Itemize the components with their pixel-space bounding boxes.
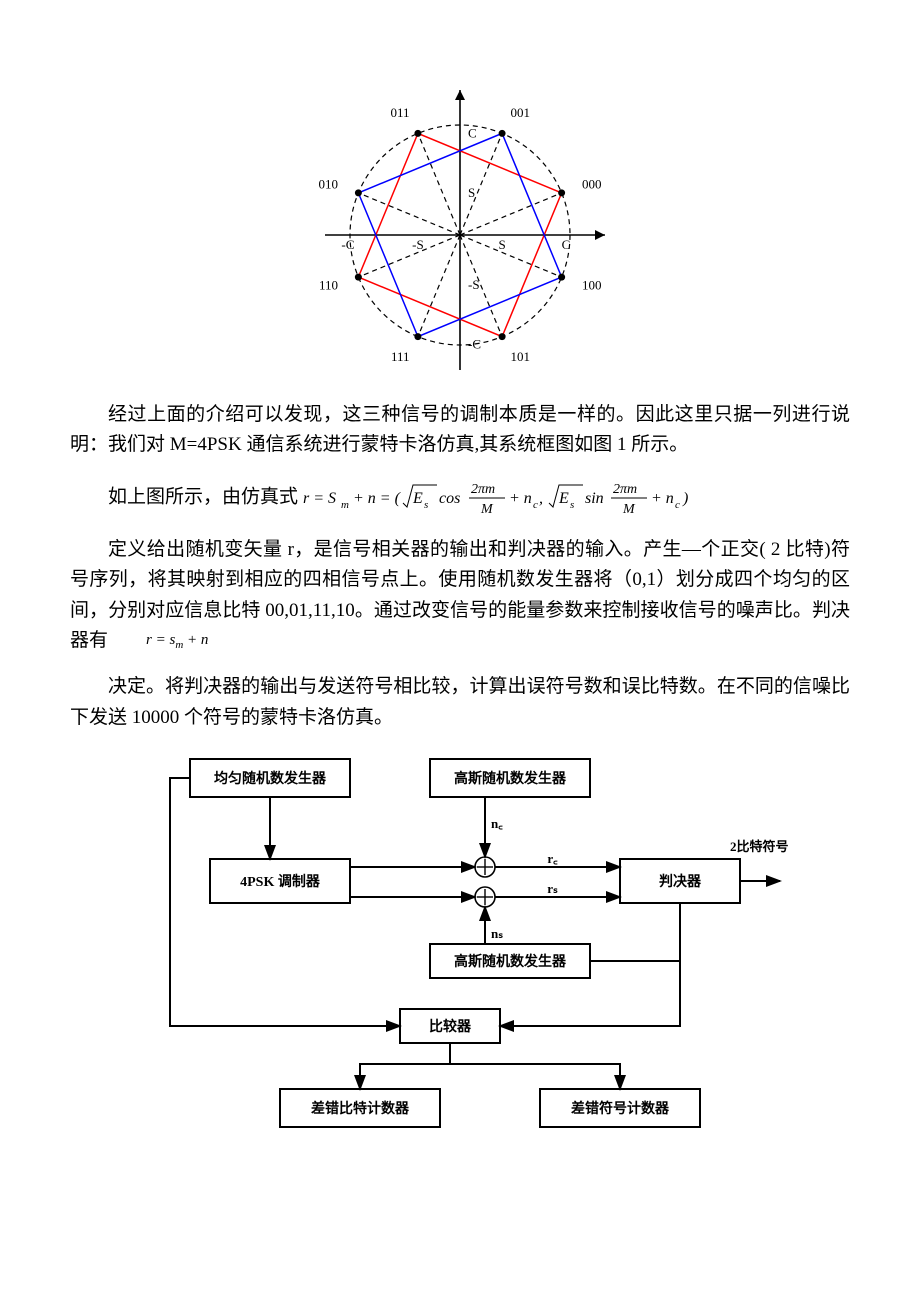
svg-text:s: s <box>424 499 428 511</box>
svg-text:nₛ: nₛ <box>491 926 503 941</box>
svg-text:): ) <box>682 490 688 507</box>
formula-1: r = S m + n = ( E s cos 2πm M + n c , E … <box>303 477 713 519</box>
svg-text:111: 111 <box>391 349 410 364</box>
svg-text:100: 100 <box>582 278 602 293</box>
svg-text:001: 001 <box>511 105 531 120</box>
svg-text:差错比特计数器: 差错比特计数器 <box>311 1100 410 1117</box>
svg-text:差错符号计数器: 差错符号计数器 <box>571 1100 670 1117</box>
svg-text:2πm: 2πm <box>471 482 495 497</box>
para2-prefix: 如上图所示，由仿真式 <box>108 486 303 507</box>
svg-text:000: 000 <box>582 176 602 191</box>
svg-text:r꜀: r꜀ <box>547 851 558 866</box>
paragraph-4: 决定。将判决器的输出与发送符号相比较，计算出误符号数和误比特数。在不同的信噪比下… <box>70 672 850 733</box>
svg-text:rₛ: rₛ <box>547 881 558 896</box>
svg-text:sin: sin <box>585 490 604 507</box>
svg-text:判决器: 判决器 <box>659 873 702 890</box>
svg-text:+ n: + n <box>651 490 674 507</box>
svg-text:E: E <box>412 490 423 507</box>
svg-text:C: C <box>562 237 571 252</box>
svg-text:M: M <box>480 502 494 517</box>
svg-text:-C: -C <box>468 337 481 352</box>
svg-text:S: S <box>468 185 475 200</box>
svg-text:E: E <box>558 490 569 507</box>
svg-text:101: 101 <box>511 349 531 364</box>
svg-text:s: s <box>570 499 574 511</box>
svg-text:2πm: 2πm <box>613 482 637 497</box>
svg-text:-C: -C <box>341 237 354 252</box>
constellation-diagram: 000 001 011 010 110 111 101 100 S -S C -C S -S C -C <box>300 80 620 380</box>
svg-text:-S: -S <box>468 277 480 292</box>
svg-text:C: C <box>468 125 477 140</box>
svg-text:010: 010 <box>319 176 339 191</box>
svg-text:r = S: r = S <box>303 490 336 507</box>
svg-text:,: , <box>539 490 543 507</box>
formula-2: r = sm + n <box>108 628 208 655</box>
paragraph-2: 如上图所示，由仿真式 r = S m + n = ( E s cos 2πm M… <box>70 477 850 519</box>
svg-text:2比特符号: 2比特符号 <box>730 839 789 854</box>
svg-text:n꜀: n꜀ <box>491 816 503 831</box>
svg-text:c: c <box>533 499 538 511</box>
svg-text:高斯随机数发生器: 高斯随机数发生器 <box>454 770 567 787</box>
svg-text:+ n: + n <box>509 490 532 507</box>
svg-text:4PSK 调制器: 4PSK 调制器 <box>240 873 321 890</box>
system-flowchart: 均匀随机数发生器高斯随机数发生器4PSK 调制器判决器高斯随机数发生器比较器差错… <box>150 749 790 1149</box>
svg-text:m: m <box>341 499 349 511</box>
svg-text:均匀随机数发生器: 均匀随机数发生器 <box>214 770 327 787</box>
svg-text:-S: -S <box>412 237 424 252</box>
svg-text:S: S <box>498 237 505 252</box>
paragraph-3: 定义给出随机变矢量 r，是信号相关器的输出和判决器的输入。产生—个正交( 2 比… <box>70 535 850 657</box>
svg-text:比较器: 比较器 <box>429 1018 472 1035</box>
svg-text:高斯随机数发生器: 高斯随机数发生器 <box>454 953 567 970</box>
svg-text:c: c <box>675 499 680 511</box>
svg-text:110: 110 <box>319 278 338 293</box>
svg-text:011: 011 <box>390 105 409 120</box>
svg-text:cos: cos <box>439 490 460 507</box>
svg-text:M: M <box>622 502 636 517</box>
paragraph-1: 经过上面的介绍可以发现，这三种信号的调制本质是一样的。因此这里只据一列进行说明：… <box>70 400 850 461</box>
svg-text:+ n = (: + n = ( <box>353 490 402 507</box>
